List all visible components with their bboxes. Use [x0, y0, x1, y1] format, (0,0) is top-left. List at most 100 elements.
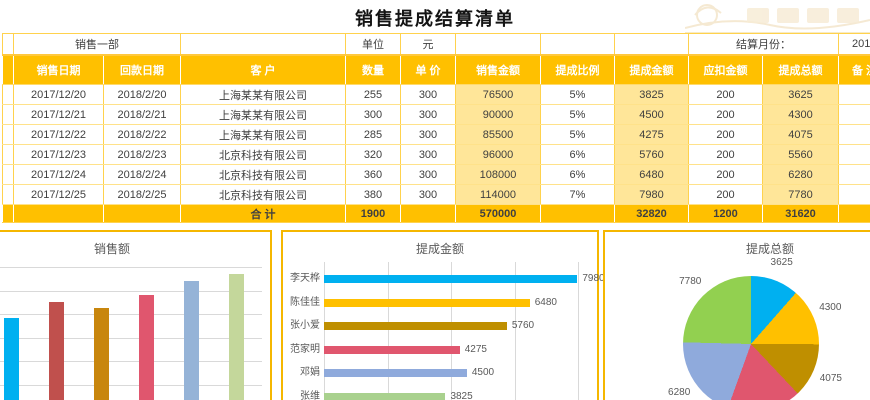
data-cell[interactable]: 4500: [614, 104, 689, 125]
data-cell[interactable]: 北京科技有限公司: [180, 184, 346, 205]
data-cell[interactable]: 2017/12/23: [13, 144, 104, 165]
data-cell[interactable]: 285: [345, 124, 401, 145]
total-cell[interactable]: 1900: [345, 204, 401, 223]
data-cell[interactable]: 6%: [540, 144, 615, 165]
total-cell[interactable]: 1200: [688, 204, 763, 223]
column-header[interactable]: 单 价: [400, 54, 456, 85]
total-cell[interactable]: 32820: [614, 204, 689, 223]
month-value-cell[interactable]: 2018: [838, 33, 870, 56]
data-cell[interactable]: 5%: [540, 124, 615, 145]
total-cell[interactable]: [103, 204, 181, 223]
column-header[interactable]: 备 注: [838, 54, 870, 85]
data-cell[interactable]: 4275: [614, 124, 689, 145]
data-cell[interactable]: 7780: [762, 184, 839, 205]
remark-cell[interactable]: [838, 124, 870, 145]
data-cell[interactable]: 2018/2/23: [103, 144, 181, 165]
month-label-cell[interactable]: 结算月份：: [688, 33, 839, 56]
data-cell[interactable]: 300: [400, 144, 456, 165]
remark-cell[interactable]: [838, 184, 870, 205]
data-cell[interactable]: 85500: [455, 124, 541, 145]
data-cell[interactable]: 上海某某有限公司: [180, 104, 346, 125]
data-cell[interactable]: 4075: [762, 124, 839, 145]
row-stub-cell[interactable]: [2, 164, 14, 185]
data-cell[interactable]: 200: [688, 144, 763, 165]
column-header[interactable]: 应扣金额: [688, 54, 763, 85]
data-cell[interactable]: 4300: [762, 104, 839, 125]
data-cell[interactable]: 北京科技有限公司: [180, 164, 346, 185]
row-stub-cell[interactable]: [2, 84, 14, 105]
row-stub-cell[interactable]: [2, 144, 14, 165]
data-cell[interactable]: 200: [688, 84, 763, 105]
data-cell[interactable]: 2017/12/25: [13, 184, 104, 205]
column-header[interactable]: 提成比例: [540, 54, 615, 85]
data-cell[interactable]: 6280: [762, 164, 839, 185]
remark-cell[interactable]: [838, 144, 870, 165]
table-cell[interactable]: [180, 33, 346, 56]
data-cell[interactable]: 96000: [455, 144, 541, 165]
data-cell[interactable]: 上海某某有限公司: [180, 84, 346, 105]
data-cell[interactable]: 5560: [762, 144, 839, 165]
table-cell[interactable]: [455, 33, 541, 56]
data-cell[interactable]: 200: [688, 164, 763, 185]
data-cell[interactable]: 3825: [614, 84, 689, 105]
data-cell[interactable]: 2017/12/20: [13, 84, 104, 105]
data-cell[interactable]: 北京科技有限公司: [180, 144, 346, 165]
data-cell[interactable]: 7980: [614, 184, 689, 205]
data-cell[interactable]: 2018/2/20: [103, 84, 181, 105]
data-cell[interactable]: 7%: [540, 184, 615, 205]
data-cell[interactable]: 2018/2/22: [103, 124, 181, 145]
row-stub-cell[interactable]: [2, 204, 14, 223]
unit-value-cell[interactable]: 元: [400, 33, 456, 56]
data-cell[interactable]: 2018/2/24: [103, 164, 181, 185]
data-cell[interactable]: 300: [400, 84, 456, 105]
remark-cell[interactable]: [838, 104, 870, 125]
data-cell[interactable]: 200: [688, 184, 763, 205]
data-cell[interactable]: 300: [400, 124, 456, 145]
row-stub-cell[interactable]: [2, 124, 14, 145]
data-cell[interactable]: 上海某某有限公司: [180, 124, 346, 145]
total-cell[interactable]: [13, 204, 104, 223]
data-cell[interactable]: 2017/12/21: [13, 104, 104, 125]
column-header[interactable]: 提成金额: [614, 54, 689, 85]
data-cell[interactable]: 300: [345, 104, 401, 125]
data-cell[interactable]: 2017/12/22: [13, 124, 104, 145]
data-cell[interactable]: 2017/12/24: [13, 164, 104, 185]
data-cell[interactable]: 114000: [455, 184, 541, 205]
data-cell[interactable]: 360: [345, 164, 401, 185]
total-cell[interactable]: [838, 204, 870, 223]
remark-cell[interactable]: [838, 164, 870, 185]
data-cell[interactable]: 320: [345, 144, 401, 165]
table-cell[interactable]: [614, 33, 689, 56]
dept-cell[interactable]: 销售一部: [13, 33, 181, 56]
table-cell[interactable]: [540, 33, 615, 56]
data-cell[interactable]: 6%: [540, 164, 615, 185]
total-cell[interactable]: 合 计: [180, 204, 346, 223]
corner-cell[interactable]: [2, 54, 14, 85]
data-cell[interactable]: 2018/2/21: [103, 104, 181, 125]
data-cell[interactable]: 5%: [540, 104, 615, 125]
data-cell[interactable]: 108000: [455, 164, 541, 185]
data-cell[interactable]: 200: [688, 124, 763, 145]
data-cell[interactable]: 3625: [762, 84, 839, 105]
data-cell[interactable]: 76500: [455, 84, 541, 105]
data-cell[interactable]: 6480: [614, 164, 689, 185]
data-cell[interactable]: 5760: [614, 144, 689, 165]
total-cell[interactable]: [540, 204, 615, 223]
row-stub-cell[interactable]: [2, 184, 14, 205]
data-cell[interactable]: 5%: [540, 84, 615, 105]
data-cell[interactable]: 300: [400, 184, 456, 205]
data-cell[interactable]: 255: [345, 84, 401, 105]
column-header[interactable]: 回款日期: [103, 54, 181, 85]
column-header[interactable]: 数量: [345, 54, 401, 85]
data-cell[interactable]: 300: [400, 104, 456, 125]
table-cell[interactable]: [2, 33, 14, 56]
total-cell[interactable]: 31620: [762, 204, 839, 223]
total-cell[interactable]: 570000: [455, 204, 541, 223]
data-cell[interactable]: 300: [400, 164, 456, 185]
column-header[interactable]: 客 户: [180, 54, 346, 85]
column-header[interactable]: 销售金额: [455, 54, 541, 85]
unit-label-cell[interactable]: 单位: [345, 33, 401, 56]
row-stub-cell[interactable]: [2, 104, 14, 125]
column-header[interactable]: 销售日期: [13, 54, 104, 85]
data-cell[interactable]: 380: [345, 184, 401, 205]
